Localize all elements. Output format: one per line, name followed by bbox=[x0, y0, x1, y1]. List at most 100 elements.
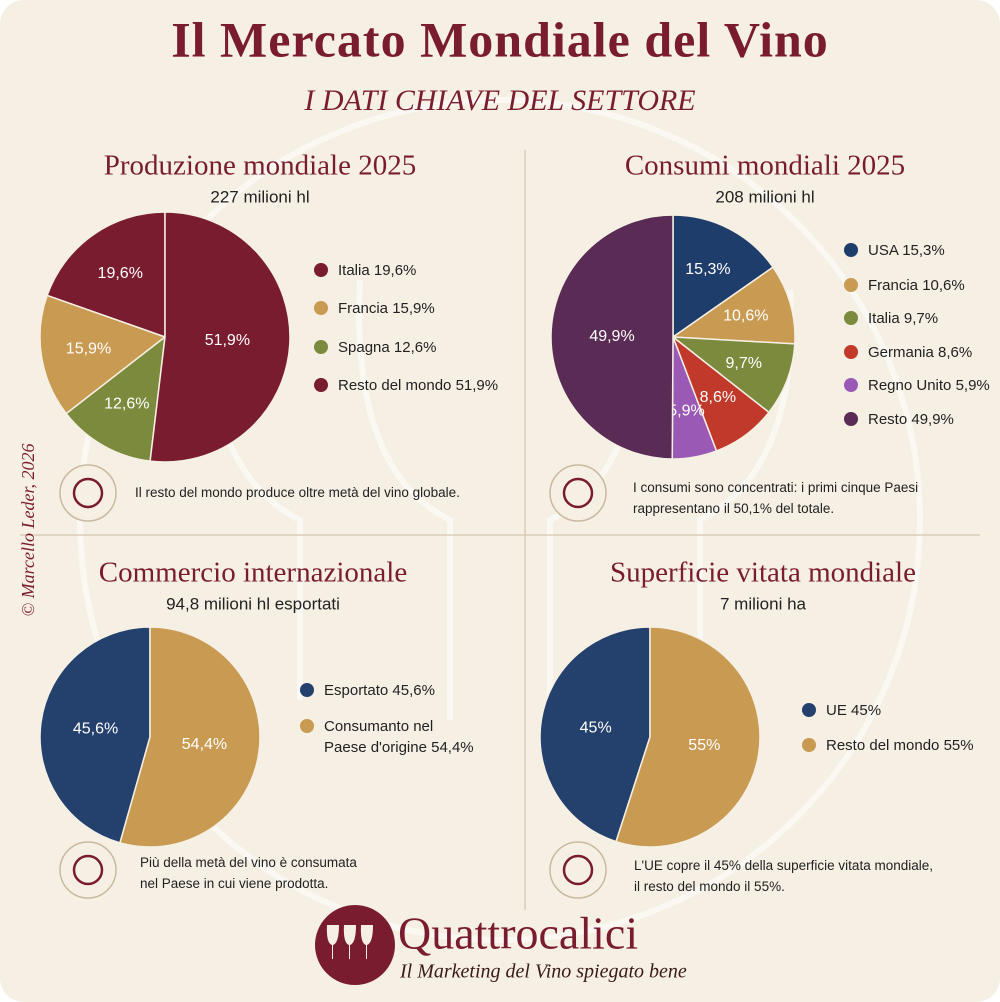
note-icon bbox=[549, 464, 607, 522]
legend-label: Resto bbox=[868, 411, 908, 428]
legend-text: UE 45% bbox=[826, 700, 881, 721]
legend-value: 19,6% bbox=[373, 262, 417, 279]
note: Il resto del mondo produce oltre metà de… bbox=[135, 485, 460, 500]
legend-swatch bbox=[844, 345, 858, 359]
data-label: 10,6% bbox=[723, 308, 768, 325]
legend-text: USA 15,3% bbox=[868, 240, 945, 261]
legend-value: 12,6% bbox=[393, 339, 437, 356]
legend-swatch bbox=[314, 340, 328, 354]
legend-text: Francia 10,6% bbox=[868, 275, 965, 296]
legend-swatch bbox=[300, 719, 314, 733]
legend-value: 15,9% bbox=[392, 300, 435, 317]
legend-value: 49,9% bbox=[911, 411, 954, 428]
data-label: 45% bbox=[580, 720, 612, 737]
panel-subtitle: 208 milioni hl bbox=[715, 187, 814, 206]
legend-item: Francia 15,9% bbox=[314, 298, 435, 319]
data-label: 9,7% bbox=[726, 355, 762, 372]
legend-swatch bbox=[314, 263, 328, 277]
legend-swatch bbox=[844, 311, 858, 325]
pie-slice bbox=[39, 626, 151, 844]
legend-item: Esportato 45,6% bbox=[300, 680, 435, 701]
legend-label: USA bbox=[868, 242, 899, 259]
legend-value: 55% bbox=[943, 737, 974, 754]
legend-label: Italia bbox=[868, 310, 900, 327]
pie-slice bbox=[539, 626, 651, 843]
legend-swatch bbox=[314, 378, 328, 392]
pie-slice bbox=[670, 266, 796, 345]
data-label: 8,6% bbox=[700, 389, 736, 406]
legend-text: Spagna 12,6% bbox=[338, 337, 436, 358]
legend-text: Italia 9,7% bbox=[868, 308, 938, 329]
legend-swatch bbox=[844, 378, 858, 392]
pie-slice bbox=[65, 335, 166, 462]
title: Il Mercato Mondiale del Vino bbox=[171, 11, 829, 67]
legend-label: Germania bbox=[868, 344, 934, 361]
legend-item: Spagna 12,6% bbox=[314, 337, 436, 358]
data-label: 49,9% bbox=[589, 328, 634, 345]
panel-subtitle: 94,8 milioni hl esportati bbox=[166, 594, 340, 613]
note: Più della metà del vino è consumata nel … bbox=[140, 855, 357, 891]
legend-swatch bbox=[844, 278, 858, 292]
panel-title: Produzione mondiale 2025 bbox=[104, 150, 417, 182]
legend-item: Italia 19,6% bbox=[314, 260, 416, 281]
legend-label: Italia bbox=[338, 262, 370, 279]
panel-title: Consumi mondiali 2025 bbox=[625, 150, 905, 182]
legend-swatch bbox=[300, 683, 314, 697]
legend-text: Resto 49,9% bbox=[868, 409, 954, 430]
legend-value: 10,6% bbox=[922, 277, 965, 294]
legend-item: UE 45% bbox=[802, 700, 881, 721]
legend-item: Germania 8,6% bbox=[844, 342, 972, 363]
legend-label: Spagna bbox=[338, 339, 390, 356]
copyright: © Marcello Leder, 2026 bbox=[18, 444, 38, 617]
pie-slice bbox=[670, 336, 796, 414]
legend-item: Francia 10,6% bbox=[844, 275, 965, 296]
note-icon bbox=[549, 841, 607, 899]
data-label: 19,6% bbox=[98, 265, 143, 282]
note: I consumi sono concentrati: i primi cinq… bbox=[633, 480, 919, 516]
legend-item: Resto 49,9% bbox=[844, 409, 954, 430]
legend-value: 45,6% bbox=[392, 682, 435, 699]
pie-slice bbox=[119, 626, 261, 848]
legend-text: Regno Unito 5,9% bbox=[868, 375, 990, 396]
legend-swatch bbox=[844, 412, 858, 426]
data-label: 45,6% bbox=[73, 721, 118, 738]
data-label: 55% bbox=[688, 737, 720, 754]
legend-value: 54,4% bbox=[431, 739, 474, 756]
note-icon bbox=[59, 464, 117, 522]
legend-label: Francia bbox=[338, 300, 389, 317]
panel-title: Superficie vitata mondiale bbox=[610, 557, 916, 589]
legend-value: 9,7% bbox=[903, 310, 939, 327]
data-label: 51,9% bbox=[205, 332, 250, 349]
legend-text: Consumanto nel Paese d'origine 54,4% bbox=[324, 716, 474, 758]
note-icon-glyph bbox=[72, 477, 104, 509]
panel-subtitle: 7 milioni ha bbox=[720, 594, 807, 613]
legend-item: Resto del mondo 55% bbox=[802, 735, 974, 756]
legend-swatch bbox=[802, 703, 816, 717]
brand: Quattrocalici bbox=[398, 908, 638, 959]
note-icon bbox=[59, 841, 117, 899]
subtitle: I DATI CHIAVE DEL SETTORE bbox=[303, 84, 695, 117]
legend-item: USA 15,3% bbox=[844, 240, 945, 261]
legend-item: Regno Unito 5,9% bbox=[844, 375, 990, 396]
pie-slice bbox=[39, 294, 167, 415]
tagline: Il Marketing del Vino spiegato bene bbox=[399, 961, 687, 983]
legend-value: 5,9% bbox=[955, 377, 990, 394]
note-icon-glyph bbox=[562, 854, 594, 886]
data-label: 5,9% bbox=[668, 403, 704, 420]
legend-swatch bbox=[844, 243, 858, 257]
legend-item: Italia 9,7% bbox=[844, 308, 938, 329]
legend-text: Germania 8,6% bbox=[868, 342, 972, 363]
legend-value: 8,6% bbox=[938, 344, 973, 361]
legend-text: Resto del mondo 51,9% bbox=[338, 375, 498, 396]
data-label: 15,9% bbox=[66, 341, 111, 358]
legend-text: Esportato 45,6% bbox=[324, 680, 435, 701]
pie-slice bbox=[550, 214, 674, 460]
legend-item: Resto del mondo 51,9% bbox=[314, 375, 498, 396]
legend-swatch bbox=[802, 738, 816, 752]
legend-text: Resto del mondo 55% bbox=[826, 735, 974, 756]
legend-swatch bbox=[314, 301, 328, 315]
legend-label: UE bbox=[826, 702, 847, 719]
legend-label: Consumanto nel Paese d'origine bbox=[324, 718, 434, 756]
